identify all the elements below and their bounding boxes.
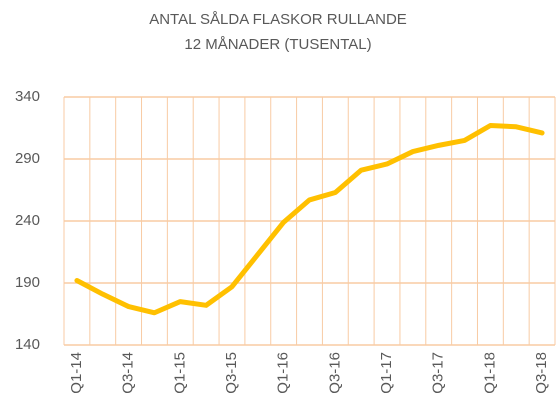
x-tick-label: Q1-15	[171, 352, 188, 394]
chart-title: 12 MÅNADER (TUSENTAL)	[184, 36, 371, 53]
y-tick-label: 140	[15, 336, 40, 353]
x-tick-label: Q3-18	[533, 352, 550, 394]
y-tick-label: 290	[15, 150, 40, 167]
x-tick-label: Q1-18	[481, 352, 498, 394]
x-tick-label: Q3-17	[430, 352, 447, 394]
y-tick-label: 340	[15, 88, 40, 105]
x-tick-label: Q3-14	[120, 352, 137, 394]
line	[74, 123, 545, 316]
y-tick-label: 190	[15, 274, 40, 291]
x-tick-label: Q1-14	[68, 352, 85, 394]
x-tick-label: Q1-16	[275, 352, 292, 394]
x-tick-label: Q1-17	[378, 352, 395, 394]
x-tick-label: Q3-15	[223, 352, 240, 394]
y-tick-label: 240	[15, 212, 40, 229]
chart-title: ANTAL SÅLDA FLASKOR RULLANDE	[149, 11, 407, 28]
x-tick-label: Q3-16	[326, 352, 343, 394]
